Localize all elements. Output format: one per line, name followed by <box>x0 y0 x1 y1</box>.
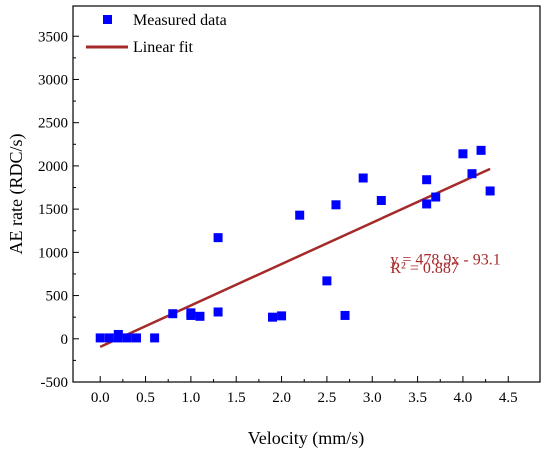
y-tick-label: 500 <box>46 289 69 305</box>
data-point <box>122 333 132 343</box>
y-tick-label: 3500 <box>38 29 68 45</box>
x-tick-label: 3.0 <box>363 390 382 406</box>
x-axis-label: Velocity (mm/s) <box>248 428 364 449</box>
x-axis-ticks: 0.0 0.5 1.0 1.5 2.0 2.5 3.0 3.5 4.0 4.5 <box>91 376 518 406</box>
y-tick-label: -500 <box>41 375 69 391</box>
data-point <box>331 200 341 210</box>
data-point <box>322 276 332 286</box>
y-axis-label: AE rate (RDC/s) <box>6 134 27 255</box>
x-tick-label: 0.0 <box>91 390 110 406</box>
data-point <box>422 175 432 185</box>
data-point <box>267 312 277 322</box>
x-tick-label: 1.5 <box>227 390 246 406</box>
data-point <box>431 192 441 202</box>
data-point <box>295 210 305 220</box>
y-tick-label: 1500 <box>38 202 68 218</box>
x-tick-label: 1.0 <box>182 390 201 406</box>
x-tick-label: 4.0 <box>454 390 473 406</box>
data-point <box>467 169 477 179</box>
x-tick-label: 0.5 <box>136 390 155 406</box>
fit-annotations: y = 478.9x - 93.1R² = 0.887 <box>390 251 500 277</box>
fit-line <box>99 167 491 348</box>
legend-label-fit: Linear fit <box>133 39 194 56</box>
y-tick-label: 2500 <box>38 116 68 132</box>
fit-line-layer <box>99 167 491 348</box>
data-points <box>95 145 495 343</box>
plot-frame <box>72 5 541 383</box>
data-point <box>150 333 160 343</box>
fit-r-squared: R² = 0.887 <box>390 260 459 277</box>
data-point <box>476 145 486 155</box>
data-point <box>195 311 205 321</box>
fit-equation: y = 478.9x - 93.1 <box>390 251 500 268</box>
data-point <box>358 173 368 183</box>
data-point <box>104 333 114 343</box>
data-point <box>376 195 386 205</box>
x-tick-label: 3.5 <box>408 390 427 406</box>
x-tick-label: 2.5 <box>318 390 337 406</box>
data-point <box>213 307 223 317</box>
data-point <box>340 310 350 320</box>
legend: Measured data Linear fit <box>86 12 227 56</box>
data-point <box>186 310 196 320</box>
y-tick-label: 3000 <box>38 72 68 88</box>
legend-marker-measured <box>103 15 112 24</box>
data-point <box>458 149 468 159</box>
data-point <box>95 333 105 343</box>
data-point <box>113 333 123 343</box>
data-point <box>485 186 495 196</box>
x-tick-label: 4.5 <box>499 390 518 406</box>
data-point <box>168 309 178 319</box>
y-tick-label: 0 <box>61 332 69 348</box>
data-point <box>422 199 432 209</box>
data-point <box>277 311 287 321</box>
y-tick-label: 2000 <box>38 159 68 175</box>
data-point <box>213 233 223 243</box>
y-axis-ticks: -500 0 500 1000 1500 2000 2500 3000 3500 <box>38 29 79 391</box>
y-tick-label: 1000 <box>38 245 68 261</box>
legend-label-measured: Measured data <box>133 12 227 29</box>
data-point <box>131 333 141 343</box>
x-tick-label: 2.0 <box>272 390 291 406</box>
